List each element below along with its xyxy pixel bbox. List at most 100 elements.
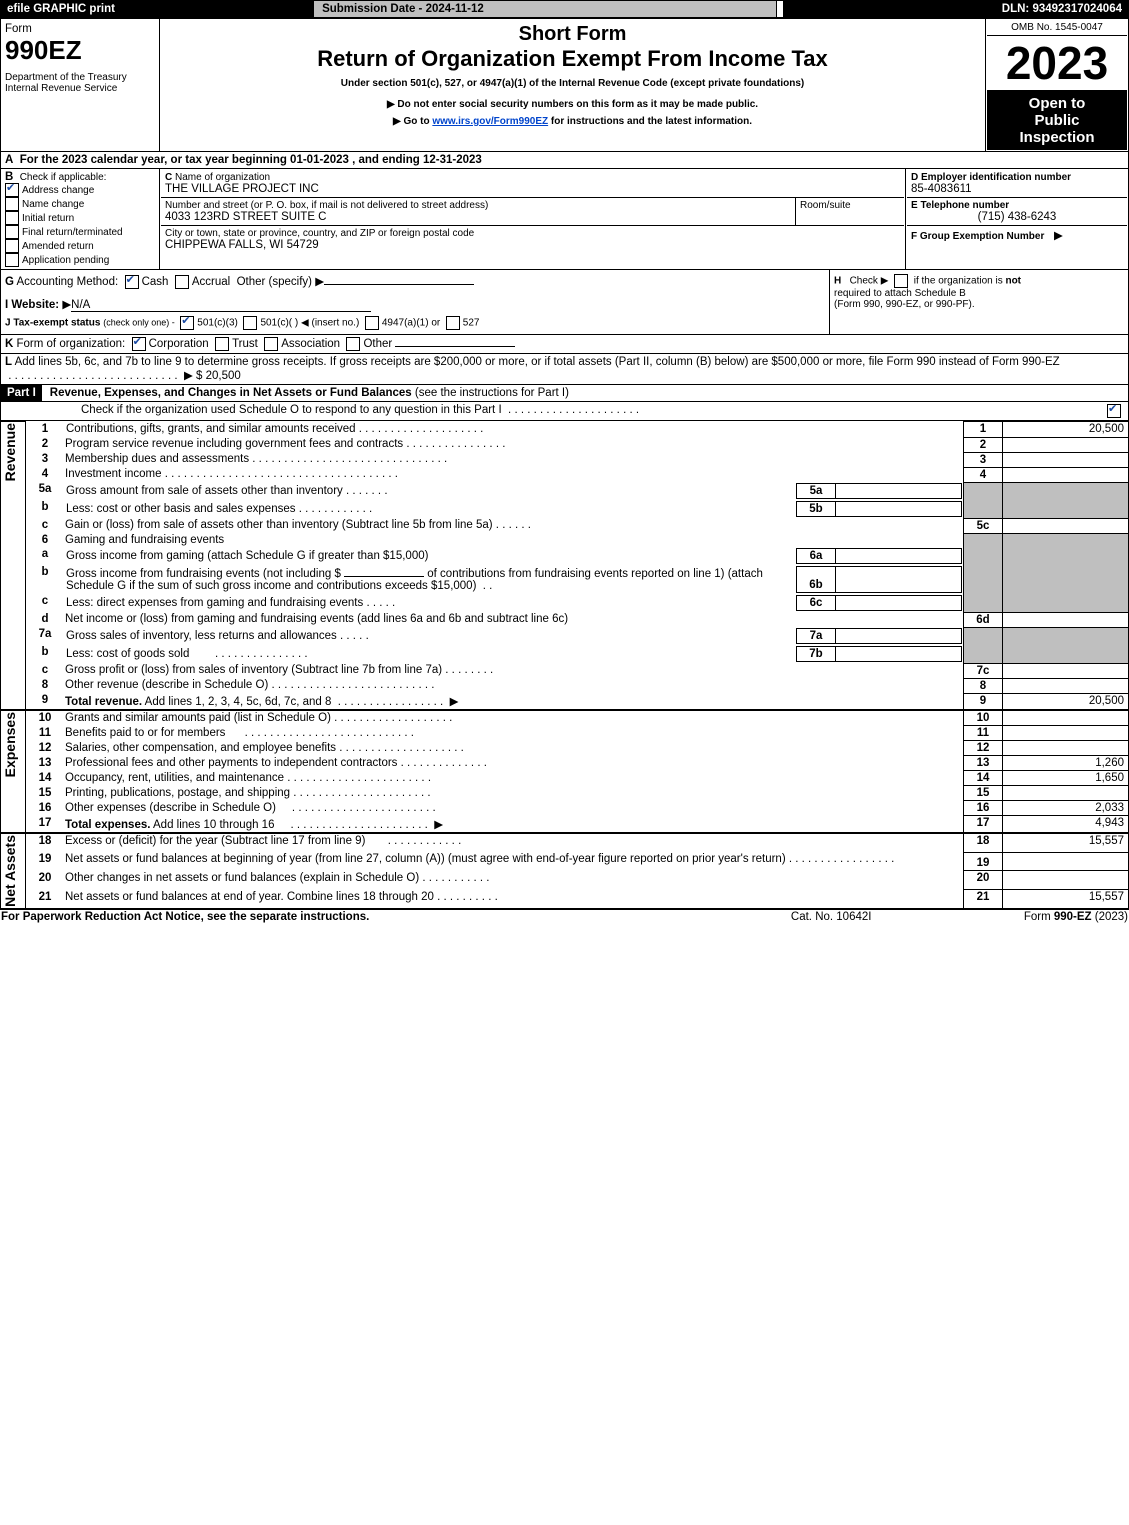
checkbox-name-change[interactable] bbox=[5, 197, 19, 211]
checkbox-final-return[interactable] bbox=[5, 225, 19, 239]
h-txt3: (Form 990, 990-EZ, or 990-PF). bbox=[834, 299, 975, 310]
footer-form-pre: Form bbox=[1024, 911, 1054, 923]
line-num: c bbox=[26, 518, 65, 533]
arrow-icon bbox=[387, 99, 395, 110]
col-num: 7c bbox=[964, 663, 1003, 678]
phone-label: Telephone number bbox=[920, 200, 1009, 211]
line-num: 5a bbox=[26, 482, 65, 500]
checkbox-address-change[interactable] bbox=[5, 183, 19, 197]
irs-link[interactable]: www.irs.gov/Form990EZ bbox=[432, 116, 548, 127]
part1-table: Revenue 1 Contributions, gifts, grants, … bbox=[0, 421, 1129, 910]
line-num: 6 bbox=[26, 533, 65, 547]
line-num: 10 bbox=[26, 710, 65, 726]
checkbox-cash[interactable] bbox=[125, 275, 139, 289]
checkbox-corporation[interactable] bbox=[132, 337, 146, 351]
col-num: 21 bbox=[964, 890, 1003, 909]
form-header: Form 990EZ Department of the Treasury In… bbox=[0, 18, 1129, 152]
col-num: 1 bbox=[964, 421, 1003, 437]
street-value: 4033 123RD STREET SUITE C bbox=[165, 211, 791, 223]
omb-number: OMB No. 1545-0047 bbox=[987, 20, 1127, 36]
line9-text: Total revenue. bbox=[65, 696, 142, 708]
submission-date: Submission Date - 2024-11-12 bbox=[314, 1, 776, 18]
checkbox-other-org[interactable] bbox=[346, 337, 360, 351]
gross-receipts-instructions: Add lines 5b, 6c, and 7b to line 9 to de… bbox=[15, 356, 1060, 368]
line-num: b bbox=[26, 565, 65, 594]
part1-heading: Revenue, Expenses, and Changes in Net As… bbox=[50, 387, 412, 399]
col-num: 5b bbox=[797, 502, 836, 517]
check-only-one: (check only one) - bbox=[103, 318, 175, 328]
col-num: 8 bbox=[964, 678, 1003, 693]
line10-text: Grants and similar amounts paid (list in… bbox=[65, 712, 331, 724]
part1-label: Part I bbox=[1, 385, 42, 401]
opt-corporation: Corporation bbox=[149, 338, 209, 350]
section-j: J Tax-exempt status (check only one) - 5… bbox=[5, 316, 825, 330]
section-a: A For the 2023 calendar year, or tax yea… bbox=[0, 152, 1129, 169]
schedule-o-check-text: Check if the organization used Schedule … bbox=[81, 404, 502, 416]
line-num: d bbox=[26, 612, 65, 627]
line-num: a bbox=[26, 547, 65, 565]
checkbox-schedule-o[interactable] bbox=[1107, 404, 1121, 418]
line11-text: Benefits paid to or for members bbox=[65, 727, 225, 739]
dept-line1: Department of the Treasury bbox=[5, 72, 155, 83]
line16-text: Other expenses (describe in Schedule O) bbox=[65, 802, 276, 814]
col-num: 7b bbox=[797, 647, 836, 662]
line17-amount: 4,943 bbox=[1003, 816, 1129, 833]
checkbox-accrual[interactable] bbox=[175, 275, 189, 289]
line-num: b bbox=[26, 645, 65, 663]
col-num: 6c bbox=[797, 596, 836, 611]
col-num: 16 bbox=[964, 801, 1003, 816]
line13-text: Professional fees and other payments to … bbox=[65, 757, 397, 769]
line6c-text: Less: direct expenses from gaming and fu… bbox=[66, 597, 363, 609]
arrow-icon: ▶ bbox=[315, 276, 324, 288]
line-num: 20 bbox=[26, 871, 65, 890]
dept-line2: Internal Revenue Service bbox=[5, 83, 155, 94]
city-value: CHIPPEWA FALLS, WI 54729 bbox=[165, 239, 900, 251]
checkbox-527[interactable] bbox=[446, 316, 460, 330]
arrow-icon bbox=[393, 116, 401, 127]
col-num: 13 bbox=[964, 756, 1003, 771]
line9-amount: 20,500 bbox=[1003, 693, 1129, 710]
checkbox-4947[interactable] bbox=[365, 316, 379, 330]
checkbox-schedule-b[interactable] bbox=[894, 274, 908, 288]
line5a-text: Gross amount from sale of assets other t… bbox=[66, 485, 343, 497]
section-h: H Check ▶ if the organization is not req… bbox=[830, 270, 1129, 334]
opt-accrual: Accrual bbox=[192, 276, 230, 288]
col-num: 7a bbox=[797, 629, 836, 644]
line3-text: Membership dues and assessments bbox=[65, 453, 249, 465]
street-label: Number and street (or P. O. box, if mail… bbox=[165, 200, 791, 211]
col-num: 14 bbox=[964, 771, 1003, 786]
line7a-text: Gross sales of inventory, less returns a… bbox=[66, 630, 337, 642]
col-num: 4 bbox=[964, 467, 1003, 482]
line-num: 8 bbox=[26, 678, 65, 693]
arrow-icon: ▶ bbox=[184, 370, 193, 382]
section-k: K Form of organization: Corporation Trus… bbox=[0, 335, 1129, 354]
line5c-text: Gain or (loss) from sale of assets other… bbox=[65, 519, 493, 531]
arrow-icon: ◀ bbox=[301, 318, 309, 329]
checkbox-trust[interactable] bbox=[215, 337, 229, 351]
short-form-title: Short Form bbox=[170, 23, 975, 46]
footer-form-year: (2023) bbox=[1092, 911, 1128, 923]
col-num: 2 bbox=[964, 437, 1003, 452]
checkbox-association[interactable] bbox=[264, 337, 278, 351]
phone-value: (715) 438-6243 bbox=[911, 211, 1123, 223]
checkbox-amended-return[interactable] bbox=[5, 239, 19, 253]
checkbox-501c3[interactable] bbox=[180, 316, 194, 330]
checkbox-501c[interactable] bbox=[243, 316, 257, 330]
ein-label: Employer identification number bbox=[921, 172, 1071, 183]
goto-pre: Go to bbox=[403, 116, 432, 127]
line18-amount: 15,557 bbox=[1003, 833, 1129, 852]
line18-text: Excess or (deficit) for the year (Subtra… bbox=[65, 835, 365, 847]
col-num: 6b bbox=[797, 567, 836, 593]
opt-other: Other (specify) bbox=[237, 276, 312, 288]
group-exemption-label: Group Exemption Number bbox=[920, 231, 1044, 242]
net-assets-label: Net Assets bbox=[2, 835, 18, 907]
line-num: c bbox=[26, 663, 65, 678]
open-line2: Public bbox=[1034, 112, 1079, 129]
section-l: L Add lines 5b, 6c, and 7b to line 9 to … bbox=[0, 354, 1129, 385]
opt-501c3: 501(c)(3) bbox=[197, 318, 238, 329]
form-number: 990EZ bbox=[5, 35, 155, 66]
part1-check-row: Check if the organization used Schedule … bbox=[0, 402, 1129, 421]
col-num: 17 bbox=[964, 816, 1003, 833]
checkbox-application-pending[interactable] bbox=[5, 253, 19, 267]
checkbox-initial-return[interactable] bbox=[5, 211, 19, 225]
